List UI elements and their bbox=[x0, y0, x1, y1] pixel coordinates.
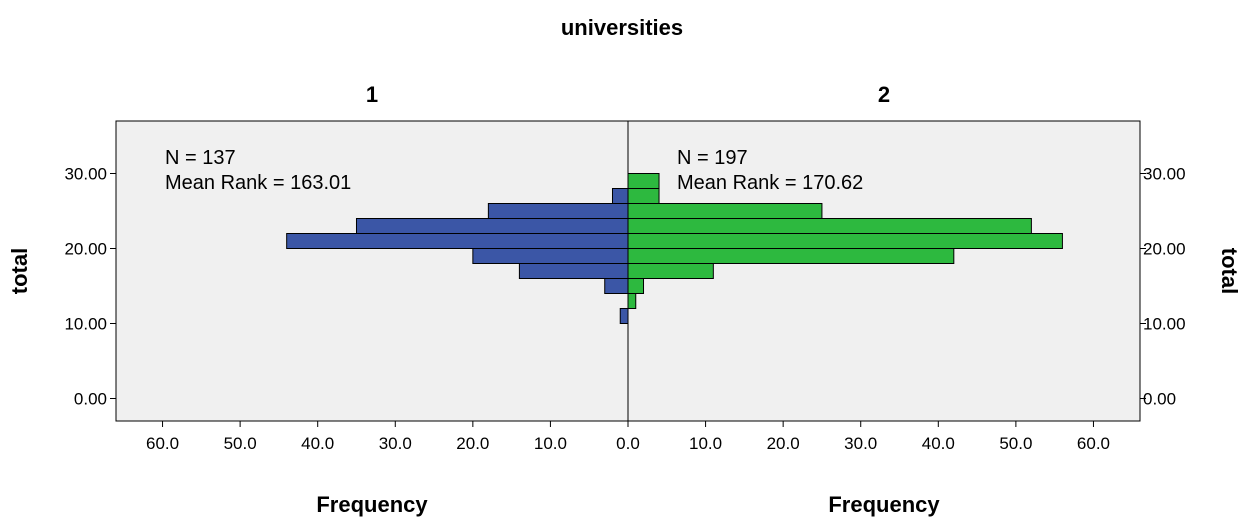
x-axis-label-right: Frequency bbox=[828, 492, 940, 517]
y-tick-label-right: 20.00 bbox=[1143, 240, 1186, 259]
x-tick-label: 60.0 bbox=[1077, 434, 1110, 453]
y-tick-label-left: 20.00 bbox=[64, 240, 107, 259]
group-label-left: 1 bbox=[366, 82, 378, 107]
bar-group-2-bin-15 bbox=[627, 278, 645, 294]
x-tick-label: 20.0 bbox=[456, 434, 489, 453]
stat-mean-rank-left: Mean Rank = 163.01 bbox=[165, 172, 351, 194]
bars-group-2 bbox=[627, 173, 1063, 309]
y-tick-label-left: 10.00 bbox=[64, 315, 107, 334]
y-axis-label-right: total bbox=[1217, 248, 1242, 294]
bar-group-2-bin-29 bbox=[627, 173, 660, 189]
x-tick-label: 60.0 bbox=[146, 434, 179, 453]
stat-n-right: N = 197 bbox=[677, 147, 748, 169]
y-axis-right: 0.00 10.00 20.00 30.00 bbox=[1140, 165, 1186, 409]
bar-group-2-bin-13 bbox=[627, 293, 637, 309]
bar-group-1-bin-11 bbox=[619, 308, 629, 324]
bar-group-2-bin-25 bbox=[627, 203, 823, 219]
bar-group-1-bin-21 bbox=[286, 233, 629, 249]
x-tick-label: 20.0 bbox=[767, 434, 800, 453]
y-tick-label-left: 30.00 bbox=[64, 165, 107, 184]
x-tick-label: 10.0 bbox=[534, 434, 567, 453]
y-tick-label-left: 0.00 bbox=[74, 390, 107, 409]
y-axis-label-left: total bbox=[7, 248, 32, 294]
y-tick-label-right: 10.00 bbox=[1143, 315, 1186, 334]
bar-group-1-bin-17 bbox=[518, 263, 629, 279]
x-tick-label: 30.0 bbox=[844, 434, 877, 453]
bar-group-2-bin-17 bbox=[627, 263, 714, 279]
x-tick-label: 40.0 bbox=[301, 434, 334, 453]
x-tick-label: 40.0 bbox=[922, 434, 955, 453]
x-axis-label-left: Frequency bbox=[316, 492, 428, 517]
y-tick-label-right: 0.00 bbox=[1143, 390, 1176, 409]
chart-title: universities bbox=[561, 15, 683, 40]
x-tick-label: 0.0 bbox=[616, 434, 640, 453]
bar-group-2-bin-27 bbox=[627, 188, 660, 204]
x-axis: 60.0 50.0 40.0 30.0 20.0 10.0 0.0 10.0 20.0 30.0 4… bbox=[146, 421, 1110, 453]
y-axis-left: 0.00 10.00 20.00 30.00 bbox=[64, 165, 116, 409]
x-tick-label: 10.0 bbox=[689, 434, 722, 453]
bar-group-1-bin-25 bbox=[487, 203, 629, 219]
bar-group-2-bin-19 bbox=[627, 248, 955, 264]
x-tick-label: 30.0 bbox=[379, 434, 412, 453]
bars-group-1 bbox=[286, 188, 629, 324]
bar-group-1-bin-23 bbox=[355, 218, 629, 234]
x-tick-label: 50.0 bbox=[999, 434, 1032, 453]
x-tick-label: 50.0 bbox=[224, 434, 257, 453]
bar-group-1-bin-19 bbox=[472, 248, 629, 264]
bar-group-2-bin-23 bbox=[627, 218, 1032, 234]
stat-mean-rank-right: Mean Rank = 170.62 bbox=[677, 172, 863, 194]
y-tick-label-right: 30.00 bbox=[1143, 165, 1186, 184]
bar-group-1-bin-15 bbox=[604, 278, 629, 294]
bar-group-2-bin-21 bbox=[627, 233, 1063, 249]
group-label-right: 2 bbox=[878, 82, 890, 107]
bar-group-1-bin-27 bbox=[611, 188, 629, 204]
stat-n-left: N = 137 bbox=[165, 147, 236, 169]
